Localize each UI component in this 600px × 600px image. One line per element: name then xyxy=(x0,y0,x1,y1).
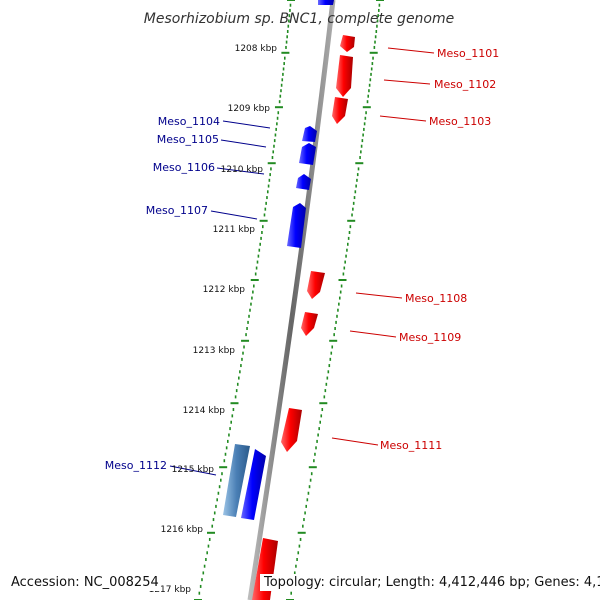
label-meso-1108[interactable]: Meso_1108 xyxy=(405,292,467,305)
reverse-gene-labels: Meso_1104 Meso_1105 Meso_1106 Meso_1107 … xyxy=(105,115,220,472)
kbp-label: 1212 kbp xyxy=(203,285,246,295)
label-meso-1105[interactable]: Meso_1105 xyxy=(157,133,219,146)
leader-meso-1102 xyxy=(383,79,431,85)
leader-meso-1106 xyxy=(216,167,265,175)
reverse-strand-track xyxy=(194,0,295,600)
leader-meso-1103 xyxy=(379,115,427,122)
gene-meso-1101[interactable] xyxy=(340,35,355,52)
kbp-label: 1214 kbp xyxy=(183,406,226,416)
topology-text: Topology: circular; Length: 4,412,446 bp… xyxy=(260,574,600,591)
gene-leader-lines xyxy=(169,47,435,476)
kbp-label: 1217 kbp xyxy=(149,585,192,595)
label-meso-1107[interactable]: Meso_1107 xyxy=(146,204,208,217)
label-meso-1106[interactable]: Meso_1106 xyxy=(153,161,215,174)
label-meso-1102[interactable]: Meso_1102 xyxy=(434,78,496,91)
gene-meso-1108[interactable] xyxy=(307,271,325,299)
kbp-label: 1211 kbp xyxy=(213,225,256,235)
label-meso-1111[interactable]: Meso_1111 xyxy=(380,439,442,452)
gene-meso-1107[interactable] xyxy=(287,203,306,248)
leader-meso-1105 xyxy=(220,139,267,148)
leader-meso-1107 xyxy=(210,210,258,220)
gene-meso-1111[interactable] xyxy=(281,408,302,452)
gene-meso-1109[interactable] xyxy=(301,312,318,336)
map-title: Mesorhizobium sp. BNC1, complete genome xyxy=(144,11,455,27)
accession-text: Accession: NC_008254 xyxy=(9,574,161,591)
label-meso-1112[interactable]: Meso_1112 xyxy=(105,459,167,472)
kbp-label: 1213 kbp xyxy=(193,346,236,356)
label-meso-1103[interactable]: Meso_1103 xyxy=(429,115,491,128)
leader-meso-1104 xyxy=(222,120,271,129)
forward-strand-track xyxy=(286,0,384,600)
leader-meso-1112 xyxy=(169,465,217,476)
kbp-label: 1210 kbp xyxy=(221,165,264,175)
kbp-label: 1209 kbp xyxy=(228,104,271,114)
label-meso-1101[interactable]: Meso_1101 xyxy=(437,47,499,60)
gene-top-partial[interactable] xyxy=(318,0,334,5)
gene-meso-1103[interactable] xyxy=(332,97,348,124)
reverse-genes xyxy=(223,0,334,520)
label-meso-1104[interactable]: Meso_1104 xyxy=(158,115,220,128)
gene-meso-1105[interactable] xyxy=(299,143,316,165)
leader-meso-1108 xyxy=(355,292,403,299)
genome-backbone xyxy=(247,0,336,600)
gene-meso-1104[interactable] xyxy=(302,126,317,142)
label-meso-1109[interactable]: Meso_1109 xyxy=(399,331,461,344)
leader-meso-1109 xyxy=(349,330,397,338)
leader-meso-1111 xyxy=(331,437,379,446)
gene-meso-1106[interactable] xyxy=(296,174,311,190)
forward-genes xyxy=(252,35,355,600)
kbp-label: 1215 kbp xyxy=(172,465,215,475)
kbp-labels: 1208 kbp 1209 kbp 1210 kbp 1211 kbp 1212… xyxy=(149,44,278,595)
leader-meso-1101 xyxy=(387,47,435,54)
forward-gene-labels: Meso_1101 Meso_1102 Meso_1103 Meso_1108 … xyxy=(380,47,499,452)
gene-meso-1102[interactable] xyxy=(336,55,353,97)
kbp-label: 1208 kbp xyxy=(235,44,278,54)
gene-meso-1112-b[interactable] xyxy=(241,449,266,520)
kbp-label: 1216 kbp xyxy=(161,525,204,535)
gene-meso-1112-a[interactable] xyxy=(223,444,250,517)
